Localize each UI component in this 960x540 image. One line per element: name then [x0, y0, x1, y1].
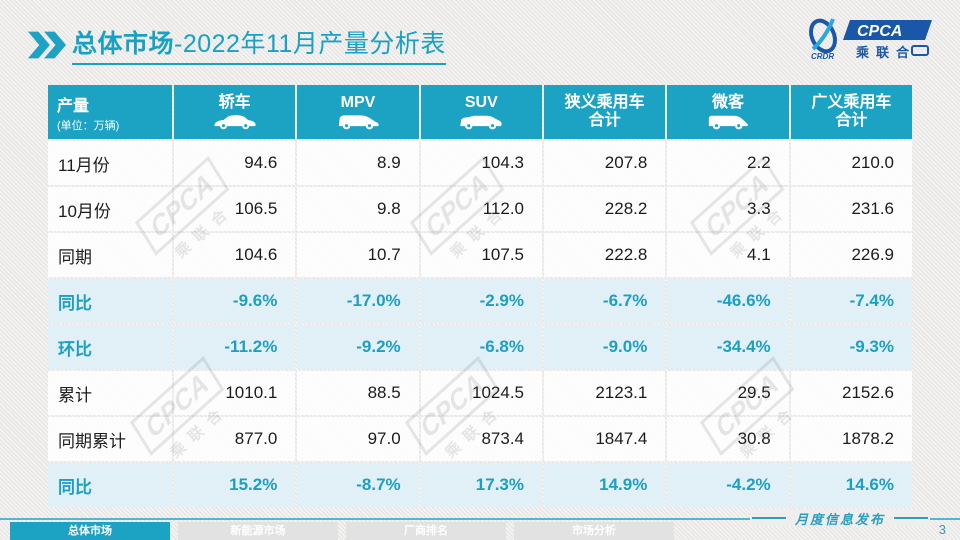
row-label: 环比 [48, 325, 172, 369]
column-header-label: MPV [340, 93, 376, 111]
footer-tab-3[interactable]: 厂商排名 [346, 522, 506, 540]
table-cell: 106.5 [174, 187, 296, 231]
column-header: 轿车 [174, 85, 296, 139]
table-cell: 228.2 [544, 187, 666, 231]
table-cell: 2152.6 [790, 371, 912, 415]
table-cell: 30.8 [667, 417, 789, 461]
page-title-rest: -2022年11月产量分析表 [174, 30, 446, 58]
table-cell: 14.9% [544, 463, 666, 507]
table-cell: -34.4% [667, 325, 789, 369]
table-cell: -6.8% [420, 325, 542, 369]
table-corner-unit: (单位：万辆) [57, 119, 120, 132]
column-header: 广义乘用车 合计 [790, 85, 912, 139]
logo-sub-text: 乘联合 [855, 45, 916, 60]
table-cell: 29.5 [667, 371, 789, 415]
table-cell: 94.6 [174, 141, 296, 185]
table-cell: 14.6% [790, 463, 912, 507]
table-cell: -9.6% [174, 279, 296, 323]
table-cell: 9.8 [297, 187, 419, 231]
row-label: 同期 [48, 233, 172, 277]
table-cell: 210.0 [790, 141, 912, 185]
table-cell: 2123.1 [544, 371, 666, 415]
footer-tab-4[interactable]: 市场分析 [514, 522, 674, 540]
logo-cpca-text: CPCA [857, 23, 902, 40]
column-header: 狭义乘用车 合计 [544, 85, 666, 139]
footer-tab-1[interactable]: 总体市场 [10, 522, 170, 540]
double-chevron-icon [27, 31, 66, 58]
page-number: 3 [938, 522, 946, 537]
row-label: 11月份 [48, 141, 172, 185]
table-cell: 104.3 [420, 141, 542, 185]
row-label: 同期累计 [48, 417, 172, 461]
table-cell: 207.8 [544, 141, 666, 185]
table-cell: 1010.1 [174, 371, 296, 415]
column-header-label: 合计 [588, 112, 621, 129]
table-cell: 107.5 [420, 233, 542, 277]
table-cell: 97.0 [297, 417, 419, 461]
table-cell: 1878.2 [790, 417, 912, 461]
sedan-icon [213, 115, 256, 130]
row-label: 同比 [48, 463, 172, 507]
table-cell: -17.0% [297, 279, 419, 323]
table-cell: 2.2 [667, 141, 789, 185]
column-header-label: 狭义乘用车 [564, 94, 645, 112]
table-cell: -7.4% [790, 279, 912, 323]
table-cell: -11.2% [174, 325, 296, 369]
table-cell: 1024.5 [420, 371, 542, 415]
logo-crdr-text: CRDR [811, 52, 834, 61]
table-cell: -46.6% [667, 279, 789, 323]
page-title: 总体市场-2022年11月产量分析表 [72, 24, 446, 65]
table-cell: 222.8 [544, 233, 666, 277]
table-cell: -9.3% [790, 325, 912, 369]
publication-label: 月度信息发布 [749, 510, 930, 528]
table-cell: -2.9% [420, 279, 542, 323]
column-header-label: 轿车 [218, 93, 251, 111]
footer-divider [0, 518, 960, 520]
table-cell: -9.0% [544, 325, 666, 369]
table-cell: -9.2% [297, 325, 419, 369]
table-cell: 17.3% [420, 463, 542, 507]
table-cell: 877.0 [174, 417, 296, 461]
dash-right [894, 517, 928, 519]
table-cell: 1847.4 [544, 417, 666, 461]
table-corner-cell: 产量 (单位：万辆) [48, 85, 172, 139]
table-cell: 104.6 [174, 233, 296, 277]
footer-tab-2[interactable]: 新能源市场 [178, 522, 338, 540]
row-label: 累计 [48, 371, 172, 415]
table-cell: 3.3 [667, 187, 789, 231]
microvan-icon [708, 116, 748, 130]
suv-icon [460, 116, 503, 130]
table-corner-title: 产量 [57, 97, 90, 115]
publication-text: 月度信息发布 [794, 512, 885, 528]
table-cell: 4.1 [667, 233, 789, 277]
mpv-icon [338, 115, 379, 130]
table-cell: 226.9 [790, 233, 912, 277]
table-cell: 10.7 [297, 233, 419, 277]
column-header: SUV [420, 85, 542, 139]
dash-left [751, 517, 786, 519]
footer-tabs: 总体市场 新能源市场 厂商排名 市场分析 [10, 522, 674, 540]
table-cell: 112.0 [420, 187, 542, 231]
table-cell: 8.9 [297, 141, 419, 185]
table-cell: 88.5 [297, 371, 419, 415]
column-header-label: 微客 [711, 93, 744, 111]
column-header: 微客 [667, 85, 789, 139]
table-cell: -4.2% [667, 463, 789, 507]
production-table: 产量 (单位：万辆) 轿车 MPV SUV 狭义乘用车 合计 微客 广义乘用车 合计 11月份 9… [48, 85, 912, 507]
cpca-logo: CRDR CPCA 乘联合 [809, 18, 932, 61]
column-header: MPV [297, 85, 419, 139]
column-header-label: SUV [464, 93, 498, 111]
page-title-section: 总体市场 [72, 30, 175, 58]
table-cell: 15.2% [174, 463, 296, 507]
table-cell: 873.4 [420, 417, 542, 461]
header: 总体市场-2022年11月产量分析表 [26, 24, 446, 65]
row-label: 同比 [48, 279, 172, 323]
row-label: 10月份 [48, 187, 172, 231]
table-cell: -6.7% [544, 279, 666, 323]
column-header-label: 合计 [835, 112, 868, 129]
column-header-label: 广义乘用车 [811, 94, 892, 112]
table-cell: 231.6 [790, 187, 912, 231]
table-cell: -8.7% [297, 463, 419, 507]
